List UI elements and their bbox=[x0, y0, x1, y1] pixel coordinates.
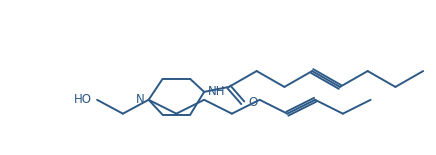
Text: O: O bbox=[249, 96, 258, 109]
Text: HO: HO bbox=[74, 93, 92, 106]
Text: NH: NH bbox=[208, 85, 225, 98]
Text: N: N bbox=[136, 93, 145, 106]
